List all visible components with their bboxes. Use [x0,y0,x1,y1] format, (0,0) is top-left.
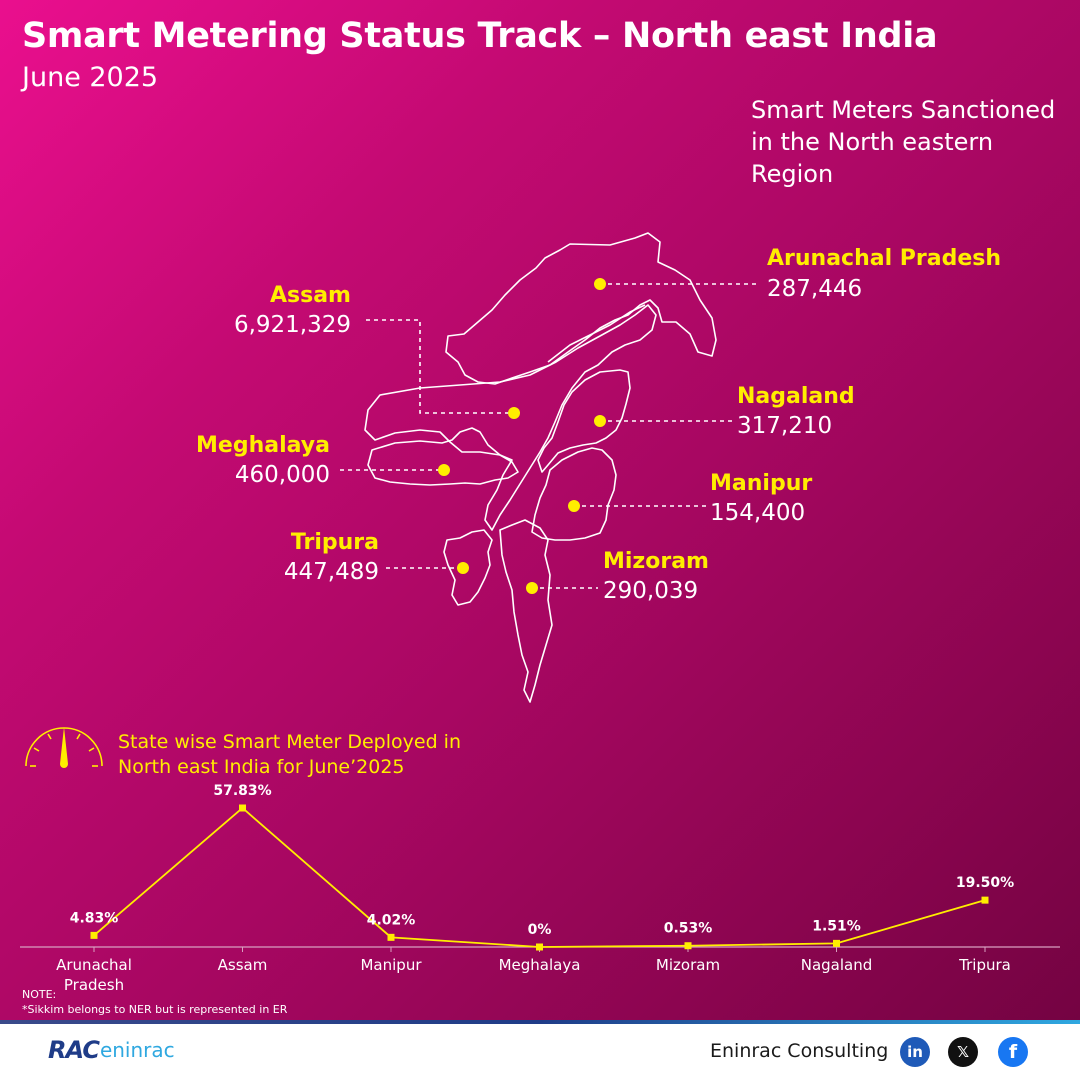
x-tick-label: Manipur [360,956,422,974]
map-assam [364,304,657,531]
data-label: 4.83% [70,910,119,926]
data-label: 57.83% [213,783,271,799]
page-title: Smart Metering Status Track – North east… [22,16,938,56]
note-label: NOTE: [22,988,57,1001]
value-nagaland: 317,210 [737,413,833,439]
map-meghalaya [367,427,519,486]
sanctioned-heading: Smart Meters Sanctioned in the North eas… [751,96,1056,188]
value-arunachal-pradesh: 287,446 [767,276,863,302]
label-mizoram: Mizoram [603,549,709,574]
data-label: 1.51% [812,918,861,934]
data-label: 0.53% [664,921,713,937]
x-tick-label: Arunachal [56,956,132,974]
eninrac-logo: RAC eninrac [48,1036,175,1064]
x-tick-label: Assam [218,956,268,974]
map-arunachal-pradesh [445,232,717,385]
marker-meghalaya [438,464,450,476]
marker-nagaland [594,415,606,427]
map-tripura [443,529,493,606]
map-manipur [531,447,617,541]
company-name: Eninrac Consulting [710,1040,889,1062]
marker-arunachal [594,278,606,290]
label-manipur: Manipur [710,471,813,496]
x-tick-label: Tripura [958,956,1011,974]
gauge-icon [25,727,103,768]
map-mizoram [499,519,553,703]
infographic: Smart Metering Status Track – North east… [0,0,1080,1022]
x-tick-label: Mizoram [656,956,720,974]
map-assam-inner-border [547,304,646,363]
data-point [981,896,989,904]
data-label: 19.50% [956,875,1014,891]
northeast-map [364,232,717,703]
deployment-line-chart: 4.83% 57.83% 4.02% 0% 0.53% 1.51% 19.50% Aruna… [20,783,1060,994]
label-tripura: Tripura [290,530,379,555]
facebook-icon[interactable]: f [998,1037,1028,1067]
marker-tripura [457,562,469,574]
data-point [833,939,840,947]
x-icon[interactable]: 𝕏 [948,1037,978,1067]
label-arunachal-pradesh: Arunachal Pradesh [767,246,1002,271]
value-mizoram: 290,039 [603,578,699,604]
value-tripura: 447,489 [283,559,379,585]
data-point [387,933,395,941]
marker-manipur [568,500,580,512]
leader-assam [366,319,512,414]
deployed-chart-title: State wise Smart Meter Deployed in North… [118,731,462,778]
data-label: 4.02% [367,912,416,928]
x-tick-label: Pradesh [64,976,124,994]
linkedin-icon[interactable]: in [900,1037,930,1067]
marker-assam [508,407,520,419]
footer: RAC eninrac Eninrac Consulting in 𝕏 f [0,1024,1080,1080]
data-point [239,804,246,812]
data-label: 0% [528,922,552,938]
label-assam: Assam [270,283,351,308]
value-assam: 6,921,329 [233,312,351,338]
page-subtitle: June 2025 [22,62,159,93]
value-manipur: 154,400 [710,500,806,526]
map-nagaland [537,369,631,473]
marker-mizoram [526,582,538,594]
label-nagaland: Nagaland [737,384,855,409]
data-point [90,931,98,939]
note-text: *Sikkim belongs to NER but is represente… [22,1003,288,1016]
logo-mark: RAC [48,1036,100,1064]
x-tick-label: Meghalaya [499,956,581,974]
value-meghalaya: 460,000 [234,462,330,488]
data-point [536,943,543,951]
footer-divider [0,1020,1080,1024]
logo-text: eninrac [99,1038,175,1062]
x-tick-label: Nagaland [801,956,873,974]
label-meghalaya: Meghalaya [196,433,330,458]
data-point [684,942,692,950]
